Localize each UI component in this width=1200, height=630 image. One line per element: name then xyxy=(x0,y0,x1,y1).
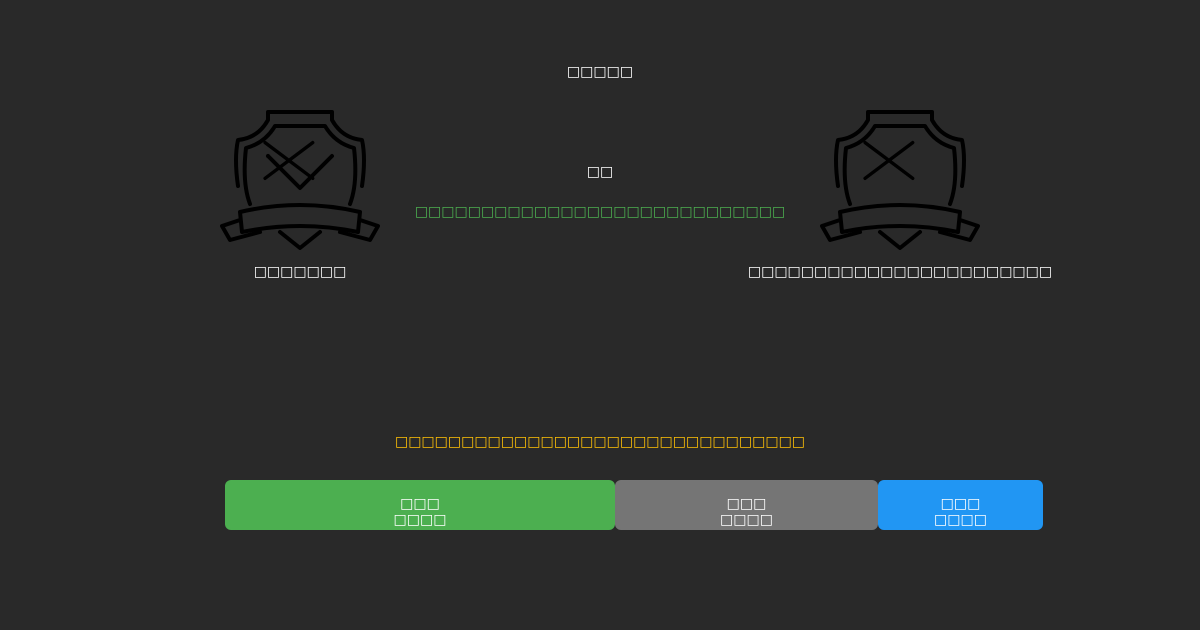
center-message: □□□□□□□□□□□□□□□□□□□□□□□□□□□□ xyxy=(414,204,786,220)
center-label: □□ xyxy=(586,164,614,180)
button-line2: □□□□ xyxy=(393,512,447,528)
button-line1: □□□ xyxy=(726,496,767,512)
button-line1: □□□ xyxy=(400,496,440,512)
shield-x-icon xyxy=(820,110,980,250)
button-line2: □□□□ xyxy=(720,512,773,528)
shield-x-icon xyxy=(220,110,380,250)
button-line2: □□□□ xyxy=(934,512,987,528)
button-line1: □□□ xyxy=(940,496,981,512)
warning-message: □□□□□□□□□□□□□□□□□□□□□□□□□□□□□□□ xyxy=(394,434,806,450)
secondary-action-button[interactable]: □□□ □□□□ xyxy=(615,480,878,530)
page-title: □□□□□ xyxy=(566,64,634,80)
left-badge-label: □□□□□□□ xyxy=(253,264,347,280)
info-action-button[interactable]: □□□ □□□□ xyxy=(878,480,1043,530)
right-badge-label: □□□□□□□□□□□□□□□□□□□□□□□ xyxy=(747,264,1053,280)
primary-action-button[interactable]: □□□ □□□□ xyxy=(225,480,615,530)
